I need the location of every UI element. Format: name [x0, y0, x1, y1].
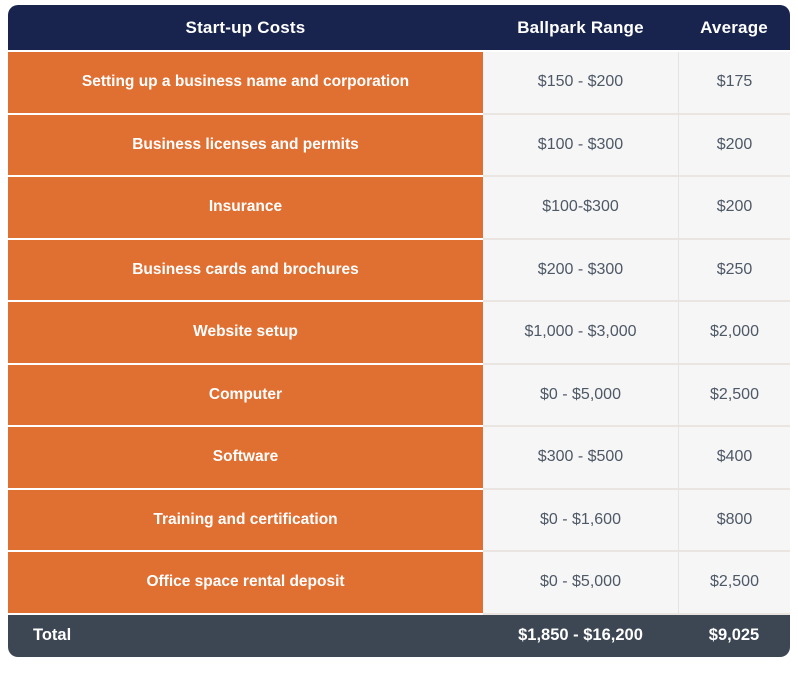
cost-item-label: Training and certification: [8, 489, 483, 552]
average-value: $400: [678, 427, 790, 490]
cost-item-label: Business licenses and permits: [8, 114, 483, 177]
ballpark-range-value: $0 - $1,600: [483, 489, 678, 552]
table-row: Insurance $100-$300 $200: [8, 177, 790, 240]
total-row: Total $1,850 - $16,200 $9,025: [8, 614, 790, 657]
table-header: Start-up Costs Ballpark Range Average: [8, 5, 790, 52]
startup-costs-table-container: Start-up Costs Ballpark Range Average Se…: [8, 5, 790, 657]
table-row: Business cards and brochures $200 - $300…: [8, 239, 790, 302]
ballpark-range-value: $200 - $300: [483, 239, 678, 302]
cost-item-label: Website setup: [8, 302, 483, 365]
table-row: Training and certification $0 - $1,600 $…: [8, 489, 790, 552]
cost-item-label: Insurance: [8, 177, 483, 240]
column-header-average: Average: [678, 5, 790, 52]
average-value: $175: [678, 52, 790, 115]
ballpark-range-value: $1,000 - $3,000: [483, 302, 678, 365]
total-label: Total: [8, 614, 483, 657]
column-header-startup-costs: Start-up Costs: [8, 5, 483, 52]
ballpark-range-value: $0 - $5,000: [483, 552, 678, 615]
table-row: Office space rental deposit $0 - $5,000 …: [8, 552, 790, 615]
average-value: $200: [678, 177, 790, 240]
table-row: Software $300 - $500 $400: [8, 427, 790, 490]
total-average-value: $9,025: [678, 614, 790, 657]
ballpark-range-value: $100 - $300: [483, 114, 678, 177]
table-footer: Total $1,850 - $16,200 $9,025: [8, 614, 790, 657]
cost-item-label: Computer: [8, 364, 483, 427]
average-value: $2,500: [678, 364, 790, 427]
ballpark-range-value: $300 - $500: [483, 427, 678, 490]
ballpark-range-value: $150 - $200: [483, 52, 678, 115]
total-ballpark-range-value: $1,850 - $16,200: [483, 614, 678, 657]
table-row: Website setup $1,000 - $3,000 $2,000: [8, 302, 790, 365]
table-body: Setting up a business name and corporati…: [8, 52, 790, 615]
average-value: $2,000: [678, 302, 790, 365]
ballpark-range-value: $100-$300: [483, 177, 678, 240]
table-row: Computer $0 - $5,000 $2,500: [8, 364, 790, 427]
average-value: $200: [678, 114, 790, 177]
column-header-ballpark-range: Ballpark Range: [483, 5, 678, 52]
cost-item-label: Business cards and brochures: [8, 239, 483, 302]
ballpark-range-value: $0 - $5,000: [483, 364, 678, 427]
average-value: $250: [678, 239, 790, 302]
startup-costs-table: Start-up Costs Ballpark Range Average Se…: [8, 5, 790, 657]
table-row: Setting up a business name and corporati…: [8, 52, 790, 115]
cost-item-label: Setting up a business name and corporati…: [8, 52, 483, 115]
cost-item-label: Office space rental deposit: [8, 552, 483, 615]
average-value: $2,500: [678, 552, 790, 615]
table-row: Business licenses and permits $100 - $30…: [8, 114, 790, 177]
cost-item-label: Software: [8, 427, 483, 490]
header-row: Start-up Costs Ballpark Range Average: [8, 5, 790, 52]
average-value: $800: [678, 489, 790, 552]
